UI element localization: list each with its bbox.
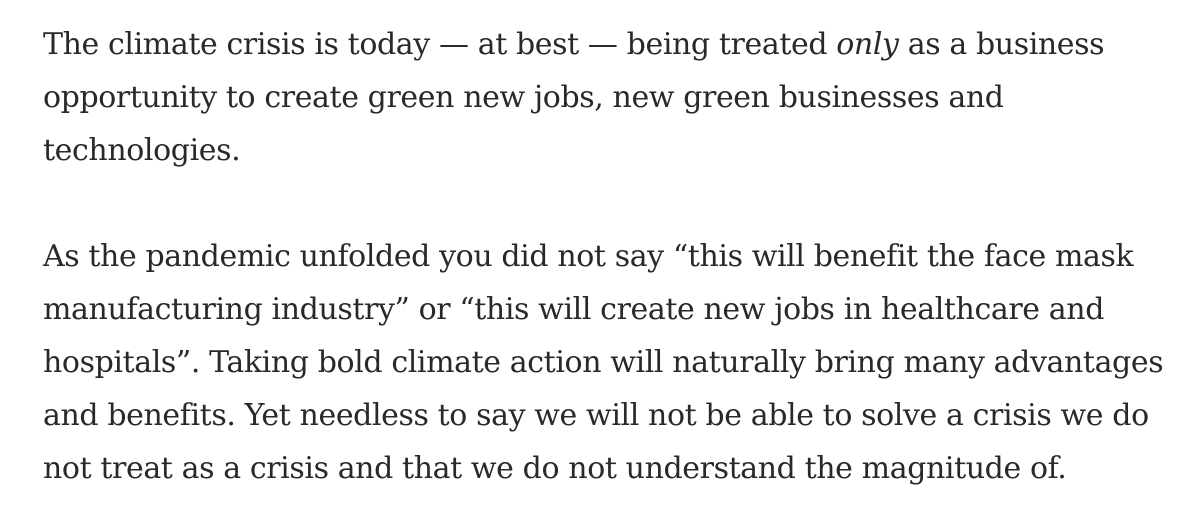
article-body: The climate crisis is today — at best — … <box>43 18 1193 495</box>
paragraph-2-line-3: hospitals”. Taking bold climate action w… <box>43 345 1164 380</box>
emphasis-only: only <box>836 27 899 62</box>
paragraph-2-line-4: and benefits. Yet needless to say we wil… <box>43 398 1149 433</box>
paragraph-1: The climate crisis is today — at best — … <box>43 18 1193 177</box>
paragraph-1-line-2: opportunity to create green new jobs, ne… <box>43 80 1004 115</box>
paragraph-2: As the pandemic unfolded you did not say… <box>43 230 1193 495</box>
paragraph-1-text-start: The climate crisis is today — at best — … <box>43 27 837 62</box>
paragraph-1-line-3: technologies. <box>43 133 241 168</box>
paragraph-2-line-5: not treat as a crisis and that we do not… <box>43 451 1067 486</box>
paragraph-1-text-end: as a business <box>898 27 1105 62</box>
paragraph-2-line-2: manufacturing industry” or “this will cr… <box>43 292 1105 327</box>
paragraph-1-line-1: The climate crisis is today — at best — … <box>43 18 1193 71</box>
paragraph-2-line-1: As the pandemic unfolded you did not say… <box>43 239 1134 274</box>
